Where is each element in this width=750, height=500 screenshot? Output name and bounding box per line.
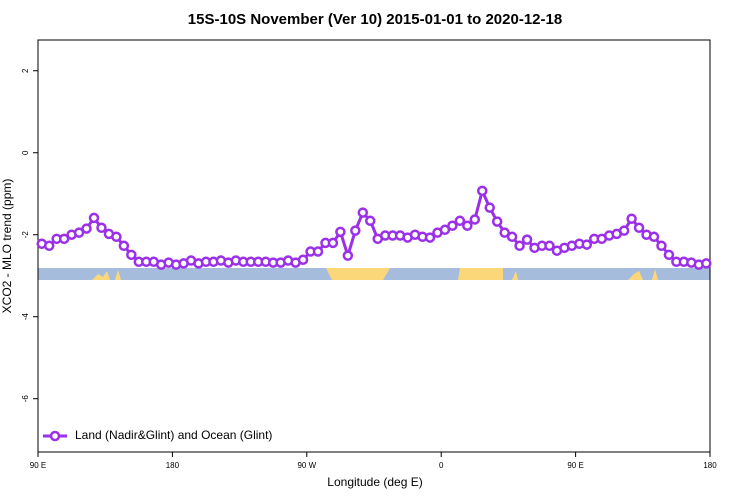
- point: [342, 250, 354, 261]
- series-line: [41, 186, 707, 267]
- chart-title: 15S-10S November (Ver 10) 2015-01-01 to …: [188, 11, 562, 28]
- point: [439, 224, 451, 236]
- point: [663, 249, 675, 261]
- point: [357, 207, 369, 218]
- legend-label: Land (Nadir&Glint) and Ocean (Glint): [75, 428, 272, 442]
- point: [43, 240, 55, 252]
- point: [111, 231, 122, 243]
- y-tick-label: -4: [21, 313, 30, 321]
- y-tick-label: 0: [21, 150, 30, 155]
- x-tick-label: 90 W: [297, 461, 316, 470]
- point: [491, 216, 503, 227]
- point: [73, 227, 85, 238]
- point: [499, 227, 510, 238]
- point: [297, 254, 309, 265]
- y-axis-label: XCO2 - MLO trend (ppm): [0, 179, 14, 314]
- point: [126, 249, 137, 261]
- land-region: [92, 271, 110, 280]
- point: [544, 240, 555, 252]
- point: [350, 225, 361, 236]
- point: [118, 240, 130, 252]
- point: [469, 214, 481, 225]
- point: [327, 237, 339, 249]
- land-region: [628, 271, 643, 280]
- point: [96, 222, 107, 234]
- point: [633, 222, 645, 234]
- point: [454, 215, 466, 227]
- x-tick-label: 180: [703, 461, 717, 470]
- point: [484, 202, 495, 213]
- point: [506, 231, 518, 243]
- land-region: [652, 269, 658, 280]
- x-tick-label: 0: [439, 461, 444, 470]
- land-region: [326, 268, 390, 280]
- point: [462, 220, 473, 231]
- x-axis-label: Longitude (deg E): [327, 475, 422, 489]
- legend-marker: [49, 430, 61, 442]
- point: [514, 240, 525, 252]
- point: [335, 226, 346, 238]
- land-region: [512, 271, 518, 280]
- point: [88, 212, 100, 224]
- point: [656, 240, 667, 252]
- point: [626, 213, 637, 224]
- point: [81, 223, 92, 234]
- plot-frame: [37, 39, 711, 453]
- point: [701, 258, 712, 269]
- land-region: [115, 270, 121, 280]
- land-region: [458, 268, 503, 280]
- y-tick-label: -6: [21, 395, 30, 403]
- point: [424, 232, 436, 243]
- point: [618, 225, 630, 236]
- y-tick-label: -2: [21, 231, 30, 239]
- point: [521, 234, 533, 245]
- point: [648, 231, 660, 243]
- x-tick-label: 90 E: [30, 461, 46, 470]
- y-tick-label: 2: [21, 68, 30, 73]
- point: [58, 233, 70, 245]
- point: [447, 220, 458, 231]
- point: [365, 215, 376, 227]
- point: [312, 246, 324, 257]
- land-ocean-band: [38, 268, 710, 280]
- x-tick-label: 90 E: [567, 461, 583, 470]
- point: [477, 185, 488, 197]
- point: [581, 239, 593, 250]
- x-tick-label: 180: [166, 461, 180, 470]
